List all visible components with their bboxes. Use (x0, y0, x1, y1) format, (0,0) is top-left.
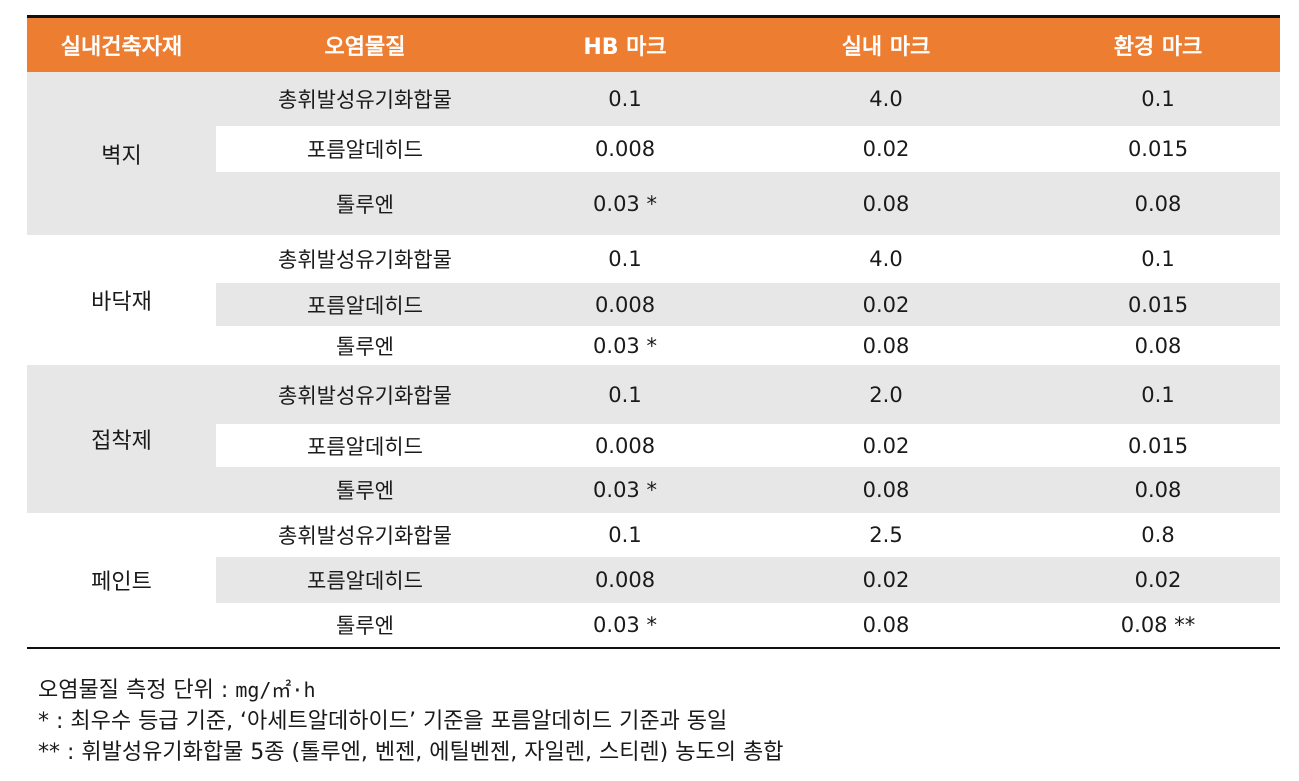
indoor-value-cell: 0.08 (862, 613, 910, 637)
indoor-value-cell: 0.08 (862, 478, 910, 502)
table-row: 포름알데히드 0.008 0.02 0.015 (216, 283, 1280, 326)
hb-value-cell: 0.03 * (593, 333, 657, 358)
table-row: 톨루엔 0.03 * 0.08 0.08 (216, 326, 1280, 365)
pollutant-cell: 총휘발성유기화합물 (278, 248, 452, 272)
table-row: 총휘발성유기화합물 0.1 2.0 0.1 (216, 365, 1280, 424)
hb-value-cell: 0.03 * (593, 613, 657, 637)
material-group: 페인트 총휘발성유기화합물 0.1 2.5 0.8 포름알데히드 0.008 0… (27, 513, 1280, 647)
indoor-value-cell: 4.0 (869, 247, 903, 271)
env-value-cell: 0.015 (1127, 137, 1189, 161)
pollutant-cell: 포름알데히드 (307, 434, 423, 459)
table-row: 총휘발성유기화합물 0.1 2.5 0.8 (216, 513, 1280, 557)
indoor-value-cell: 0.02 (862, 292, 910, 317)
pollutant-cell: 톨루엔 (336, 614, 394, 638)
hb-value-cell: 0.1 (608, 382, 642, 407)
table-header-row: 실내건축자재 오염물질 HB 마크 실내 마크 환경 마크 (27, 18, 1280, 72)
unit-label: 오염물질 측정 단위 : (38, 678, 236, 703)
indoor-value-cell: 4.0 (869, 87, 903, 111)
table-row: 톨루엔 0.03 * 0.08 0.08 (216, 467, 1280, 513)
indoor-value-cell: 0.02 (862, 568, 910, 592)
header-material: 실내건축자재 (60, 35, 183, 60)
material-cell: 접착제 (27, 365, 216, 513)
indoor-value-cell: 0.02 (862, 137, 910, 161)
env-value-cell: 0.8 (1141, 523, 1175, 547)
hb-value-cell: 0.1 (608, 247, 642, 271)
pollutant-cell: 포름알데히드 (307, 138, 423, 162)
env-value-cell: 0.02 (1134, 568, 1182, 592)
material-group: 벽지 총휘발성유기화합물 0.1 4.0 0.1 포름알데히드 0.008 0.… (27, 72, 1280, 235)
env-value-cell: 0.08 (1134, 191, 1182, 216)
material-group: 바닥재 총휘발성유기화합물 0.1 4.0 0.1 포름알데히드 0.008 0… (27, 235, 1280, 365)
hb-value-cell: 0.008 (594, 137, 656, 161)
pollutant-cell: 총휘발성유기화합물 (278, 383, 452, 408)
material-group: 접착제 총휘발성유기화합물 0.1 2.0 0.1 포름알데히드 0.008 0… (27, 365, 1280, 513)
env-value-cell: 0.1 (1141, 382, 1175, 407)
material-cell: 페인트 (27, 513, 216, 647)
hb-value-cell: 0.008 (594, 433, 656, 458)
table-top-rule (27, 15, 1280, 18)
footnote-double-star: ** : 휘발성유기화합물 5종 (톨루엔, 벤젠, 에틸벤젠, 자일렌, 스티… (38, 740, 784, 765)
env-value-cell: 0.015 (1127, 433, 1189, 458)
env-value-cell: 0.1 (1141, 87, 1175, 111)
table-row: 톨루엔 0.03 * 0.08 0.08 (216, 172, 1280, 235)
material-cell: 바닥재 (27, 235, 216, 365)
unit-value: mg/㎡·h (235, 678, 316, 702)
env-value-cell: 0.08 (1134, 478, 1182, 502)
table-bottom-rule (27, 647, 1280, 649)
indoor-value-cell: 2.5 (869, 523, 903, 547)
material-cell: 벽지 (27, 72, 216, 235)
pollutant-cell: 포름알데히드 (307, 569, 423, 593)
hb-value-cell: 0.1 (608, 523, 642, 547)
indoor-value-cell: 0.08 (862, 191, 910, 216)
indoor-value-cell: 0.02 (862, 433, 910, 458)
env-value-cell: 0.015 (1127, 292, 1189, 317)
hb-value-cell: 0.03 * (593, 191, 657, 216)
hb-value-cell: 0.008 (594, 568, 656, 592)
table-row: 총휘발성유기화합물 0.1 4.0 0.1 (216, 72, 1280, 126)
pollutant-cell: 톨루엔 (336, 479, 394, 503)
footnotes: 오염물질 측정 단위 : mg/㎡·h * : 최우수 등급 기준, ‘아세트알… (38, 675, 783, 768)
env-value-cell: 0.08 ** (1120, 613, 1196, 637)
pollutant-cell: 톨루엔 (336, 334, 394, 359)
table-row: 포름알데히드 0.008 0.02 0.015 (216, 424, 1280, 467)
pollutant-cell: 톨루엔 (336, 192, 394, 217)
indoor-value-cell: 0.08 (862, 333, 910, 358)
table-row: 포름알데히드 0.008 0.02 0.02 (216, 557, 1280, 603)
pollutant-standards-table: 실내건축자재 오염물질 HB 마크 실내 마크 환경 마크 벽지 총휘발성유기화… (27, 15, 1280, 649)
env-value-cell: 0.08 (1134, 333, 1182, 358)
pollutant-cell: 총휘발성유기화합물 (278, 88, 452, 112)
pollutant-cell: 포름알데히드 (307, 293, 423, 318)
table-row: 포름알데히드 0.008 0.02 0.015 (216, 126, 1280, 172)
env-value-cell: 0.1 (1141, 247, 1175, 271)
indoor-value-cell: 2.0 (869, 382, 903, 407)
pollutant-cell: 총휘발성유기화합물 (278, 524, 452, 548)
header-pollutant: 오염물질 (324, 35, 406, 60)
unit-note: 오염물질 측정 단위 : mg/㎡·h (38, 675, 783, 706)
header-env-mark: 환경 마크 (1113, 35, 1203, 60)
header-hb-mark: HB 마크 (583, 35, 667, 60)
hb-value-cell: 0.008 (594, 292, 656, 317)
hb-value-cell: 0.1 (608, 87, 642, 111)
table-row: 총휘발성유기화합물 0.1 4.0 0.1 (216, 235, 1280, 283)
header-indoor-mark: 실내 마크 (841, 35, 931, 60)
footnote-single-star: * : 최우수 등급 기준, ‘아세트알데하이드’ 기준을 포름알데히드 기준과… (38, 709, 728, 734)
hb-value-cell: 0.03 * (593, 478, 657, 502)
table-row: 톨루엔 0.03 * 0.08 0.08 ** (216, 603, 1280, 647)
